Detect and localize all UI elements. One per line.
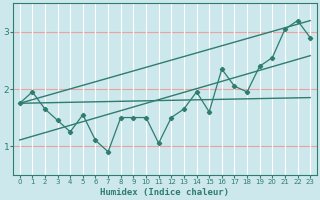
X-axis label: Humidex (Indice chaleur): Humidex (Indice chaleur) [100, 188, 229, 197]
